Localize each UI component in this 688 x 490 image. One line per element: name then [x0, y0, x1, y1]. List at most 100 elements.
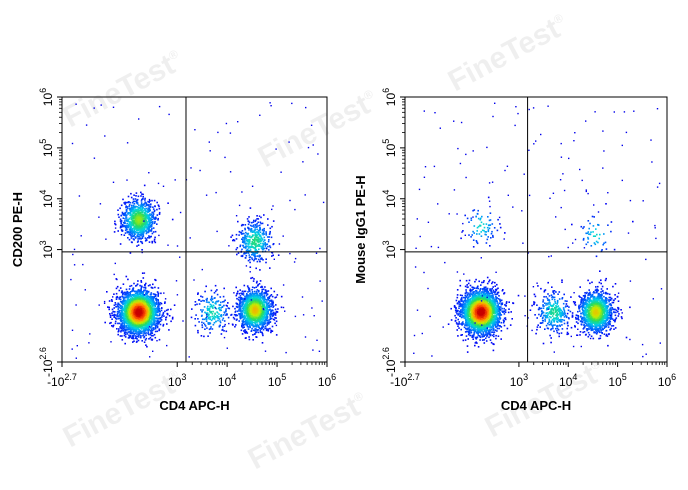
event-dot [123, 326, 126, 329]
event-dot [136, 206, 138, 208]
event-dot [155, 301, 158, 303]
event-dot [257, 296, 259, 298]
event-dot [147, 325, 149, 327]
event-dot [242, 308, 245, 311]
event-dot [148, 323, 151, 326]
event-dot [252, 324, 254, 326]
event-dot [130, 218, 133, 221]
event-dot [129, 212, 131, 214]
event-dot [254, 297, 256, 299]
event-dot [239, 300, 241, 303]
event-dot [139, 219, 141, 221]
event-dot [141, 198, 143, 201]
event-dot [141, 304, 144, 306]
event-dot [145, 219, 148, 222]
event-dot [254, 324, 257, 326]
event-dot [135, 298, 137, 301]
event-dot [147, 307, 150, 310]
event-dot [130, 315, 132, 317]
event-dot [158, 338, 161, 341]
event-dot [142, 313, 144, 316]
event-dot [153, 199, 156, 202]
event-dot [246, 312, 248, 315]
event-dot [270, 303, 272, 305]
event-dot [263, 299, 266, 302]
event-dot [261, 327, 263, 330]
event-dot [137, 289, 140, 291]
event-dot [123, 334, 126, 337]
event-dot [234, 307, 236, 310]
event-dot [136, 304, 138, 306]
event-dot [130, 192, 132, 195]
event-dot [151, 314, 154, 316]
event-dot [173, 304, 176, 306]
event-dot [117, 322, 119, 325]
event-dot [127, 295, 129, 298]
event-dot [111, 314, 114, 317]
event-dot [123, 213, 126, 215]
event-dot [145, 334, 147, 337]
event-dot [270, 312, 272, 315]
event-dot [144, 302, 147, 305]
event-dot [147, 312, 149, 315]
event-dot [146, 290, 148, 292]
event-dot [144, 330, 147, 332]
event-dot [157, 295, 159, 297]
event-dot [149, 306, 152, 308]
event-dot [256, 304, 259, 307]
event-dot [137, 227, 140, 230]
event-dot [150, 235, 152, 238]
event-dot [125, 321, 128, 323]
event-dot [133, 307, 136, 310]
event-dot [130, 226, 133, 229]
event-dot [128, 201, 130, 204]
event-dot [231, 323, 234, 326]
event-dot [141, 294, 143, 297]
event-dot [135, 214, 138, 216]
event-dot [263, 315, 265, 318]
event-dot [136, 315, 138, 317]
watermark-text: FineTest® [243, 386, 373, 476]
event-dot [133, 282, 135, 285]
event-dot [133, 194, 135, 196]
event-dot [144, 312, 147, 315]
event-dot [146, 317, 148, 319]
event-dot [247, 315, 249, 318]
event-dot [145, 238, 147, 240]
event-dot [136, 324, 139, 327]
event-dot [240, 292, 243, 295]
event-dot [134, 329, 137, 332]
event-dot [134, 309, 136, 311]
event-dot [248, 313, 251, 315]
event-dot [130, 308, 133, 311]
event-dot [132, 306, 134, 309]
event-dot [266, 324, 269, 326]
event-dot [125, 313, 127, 315]
event-dot [134, 222, 136, 225]
event-dot [247, 291, 249, 293]
event-dot [122, 318, 125, 320]
event-dot [263, 295, 266, 297]
event-dot [145, 296, 147, 298]
event-dot [243, 330, 245, 332]
event-dot [130, 223, 133, 225]
event-dot [119, 207, 121, 210]
event-dot [138, 308, 140, 310]
event-dot [251, 286, 254, 289]
event-dot [262, 326, 265, 328]
event-dot [245, 318, 248, 320]
event-dot [263, 314, 266, 316]
event-dot [157, 320, 159, 322]
event-dot [144, 327, 147, 330]
event-dot [155, 320, 158, 322]
event-dot [262, 314, 264, 317]
event-dot [124, 319, 127, 321]
event-dot [245, 315, 247, 317]
event-dot [235, 294, 238, 297]
event-dot [136, 218, 138, 221]
event-dot [147, 320, 149, 323]
event-dot [134, 311, 137, 314]
event-dot [245, 303, 248, 306]
event-dot [248, 338, 251, 341]
event-dot [265, 315, 268, 318]
